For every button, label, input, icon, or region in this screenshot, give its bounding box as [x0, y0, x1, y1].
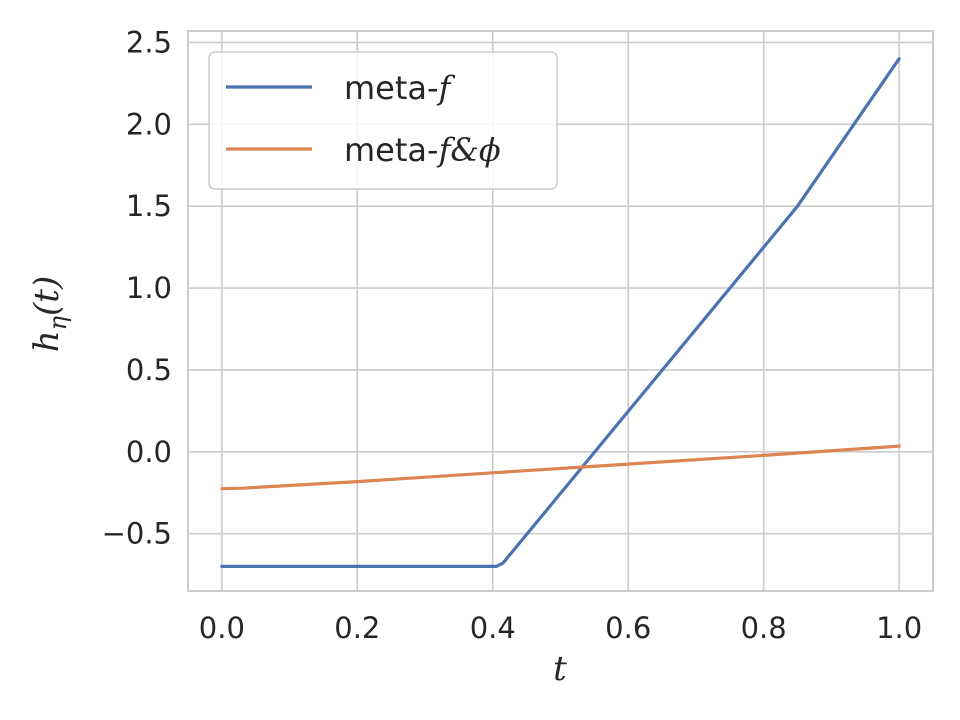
x-axis-label: t	[553, 649, 567, 689]
x-tick-label: 1.0	[876, 611, 922, 645]
legend: meta-f meta-f&ϕ	[208, 51, 558, 190]
x-tick-labels: 0.0 0.2 0.4 0.6 0.8 1.0	[199, 611, 922, 645]
series-line-1	[220, 444, 901, 491]
y-tick-label: 1.0	[126, 271, 172, 305]
x-tick-label: 0.8	[741, 611, 787, 645]
y-tick-label: −0.5	[102, 517, 172, 551]
x-tick-label: 0.2	[334, 611, 380, 645]
y-tick-label: 0.0	[126, 435, 172, 469]
x-tick-label: 0.0	[199, 611, 245, 645]
x-tick-label: 0.4	[470, 611, 516, 645]
series-line-0	[220, 57, 901, 569]
legend-label-meta-f: meta-f	[344, 69, 456, 107]
y-tick-label: 1.5	[126, 189, 172, 223]
x-tick-label: 0.6	[605, 611, 651, 645]
y-axis-label: hη(t)	[27, 276, 72, 353]
y-tick-labels: −0.5 0.0 0.5 1.0 1.5 2.0 2.5	[102, 25, 172, 550]
series-layer	[220, 57, 901, 569]
y-tick-label: 0.5	[126, 353, 172, 387]
y-tick-label: 2.5	[126, 25, 172, 59]
legend-label-meta-f-phi: meta-f&ϕ	[344, 131, 501, 169]
y-tick-label: 2.0	[126, 107, 172, 141]
